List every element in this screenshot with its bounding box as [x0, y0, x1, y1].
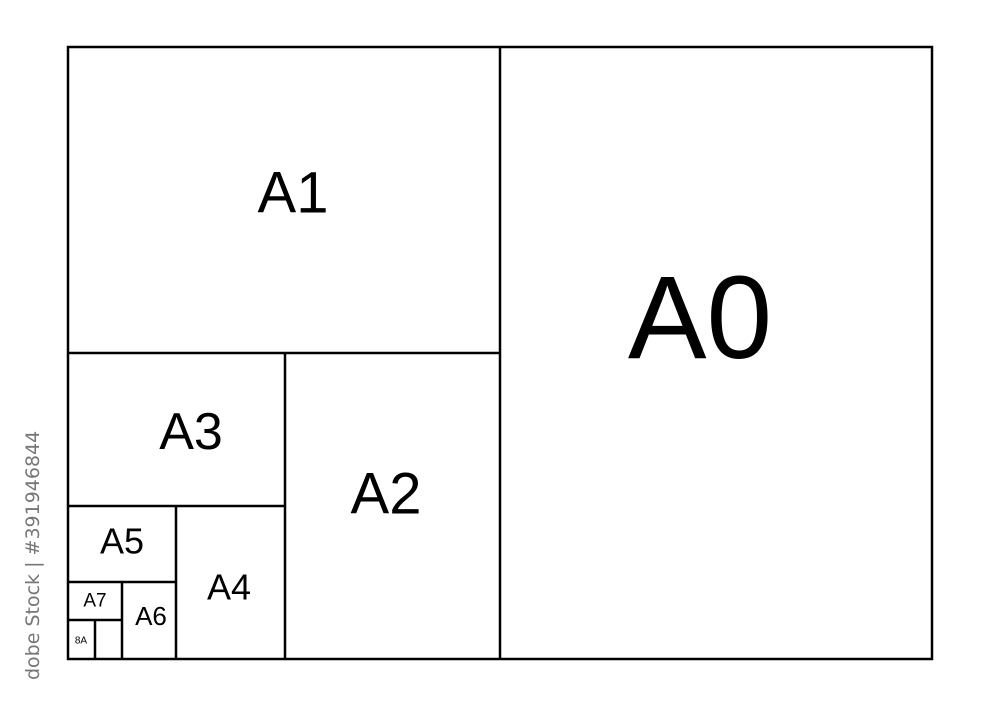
label-a2: A2 — [351, 462, 422, 527]
label-a4: A4 — [207, 567, 251, 608]
label-a8: 8A — [75, 636, 88, 647]
label-a7: A7 — [83, 591, 106, 612]
label-a3: A3 — [159, 403, 223, 461]
label-a6: A6 — [135, 601, 167, 631]
label-a0: A0 — [628, 252, 772, 384]
label-a5: A5 — [100, 521, 144, 562]
watermark: dobe Stock | #391946844 — [22, 430, 44, 680]
label-a1: A1 — [258, 161, 329, 226]
